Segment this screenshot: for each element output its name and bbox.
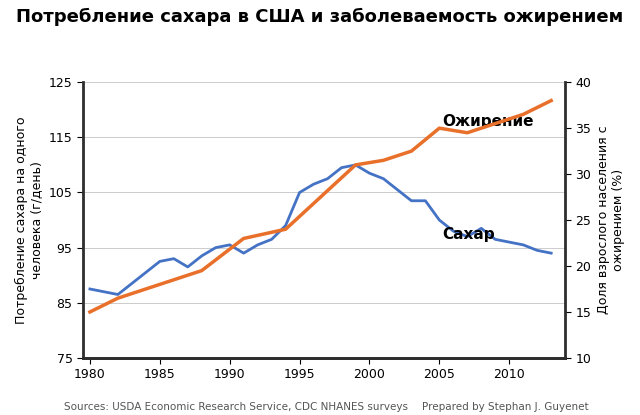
Text: Ожирение: Ожирение [442,114,534,129]
Text: Потребление сахара в США и заболеваемость ожирением: Потребление сахара в США и заболеваемост… [17,8,623,27]
Text: Prepared by Stephan J. Guyenet: Prepared by Stephan J. Guyenet [422,402,589,412]
Y-axis label: Доля взрослого населения с
ожирением (%): Доля взрослого населения с ожирением (%) [597,126,625,315]
Y-axis label: Потребление сахара на одного
человека (г/день): Потребление сахара на одного человека (г… [15,116,43,324]
Text: Сахар: Сахар [442,227,495,242]
Text: Sources: USDA Economic Research Service, CDC NHANES surveys: Sources: USDA Economic Research Service,… [64,402,408,412]
